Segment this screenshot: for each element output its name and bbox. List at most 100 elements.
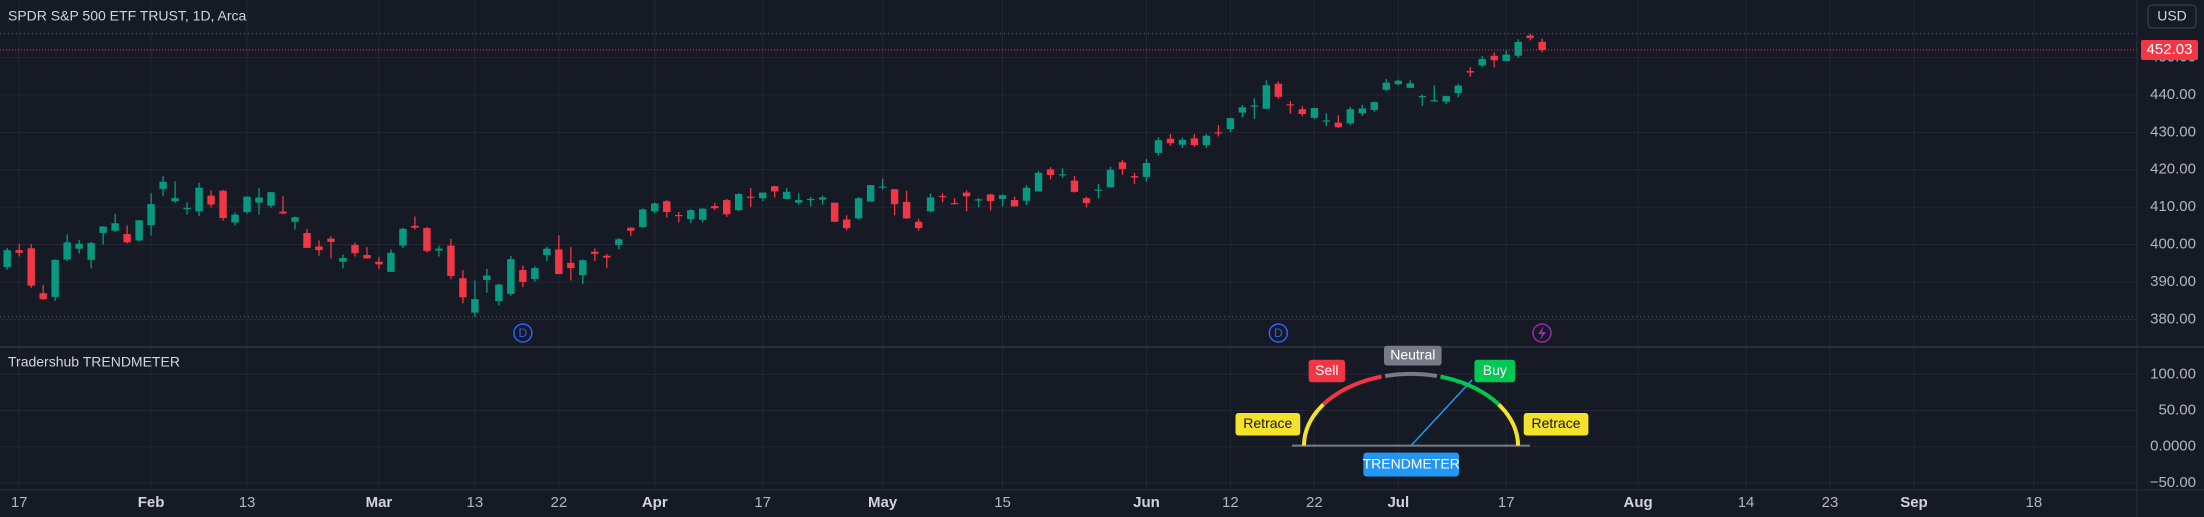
candle-body [1010,200,1019,207]
candle-body [483,275,491,281]
candle-body [123,234,131,243]
candle-body [866,185,875,202]
candle-body [639,209,647,227]
candle-body [3,250,11,267]
candle-body [962,192,971,197]
x-tick-label: Apr [642,494,668,511]
candle-body [1466,71,1474,73]
candle-body [543,248,551,256]
candle-body [339,258,347,262]
candle-body [806,198,815,201]
candle-body [315,246,323,251]
candle-body [63,242,71,260]
candle-body [147,204,155,226]
y-tick-label: 100.00 [2150,365,2196,382]
candle-body [1226,118,1235,130]
candle-body [495,284,503,302]
candle-body [723,200,731,215]
gauge-label: Sell [1315,362,1338,378]
candle-body [1358,108,1367,114]
x-tick-label: 17 [11,494,28,511]
x-tick-label: 22 [550,494,567,511]
gauge-arc [1440,374,1501,406]
candle-body [291,217,299,222]
label-box [1235,413,1301,436]
candle-body [159,181,167,189]
candle-body [1190,138,1199,146]
candle-body [15,250,23,253]
candle-body [1202,135,1211,146]
candle-body [1142,163,1151,177]
candle-body [1430,100,1438,102]
earnings-icon [1532,323,1552,343]
candle-body [782,191,791,199]
candle-body [1490,55,1498,61]
candle-body [1274,83,1283,97]
gauge-arc [1321,374,1382,406]
candle-body [1154,140,1163,153]
event-marker [1268,323,1289,343]
candle-body [1406,83,1414,88]
candle-body [687,210,695,220]
y-tick-label: 440.00 [2150,86,2196,103]
candle-body [507,259,515,294]
candle-body [1046,169,1055,175]
candle-body [171,198,179,202]
candle-body [1502,54,1510,61]
candle-body [758,192,767,199]
candle-body [255,197,263,203]
candle-body [411,225,419,228]
candle-body [1442,96,1450,102]
last-price-label: 452.03 [2147,41,2193,58]
candle-body [27,248,35,286]
y-tick-label: 430.00 [2150,123,2196,140]
candle-body [854,198,863,219]
x-tick-label: 18 [2026,494,2043,511]
candle-body [914,221,923,229]
candle-body [279,211,287,214]
x-tick-label: 15 [994,494,1011,511]
candle-body [1346,109,1355,124]
candle-body [135,220,143,241]
candle-body [447,245,455,276]
x-tick-label: Jun [1133,494,1160,511]
candle-body [1178,139,1187,145]
indicator-title: Tradershub TRENDMETER [8,354,180,370]
candle-body [387,252,395,272]
event-label: D [1274,326,1283,340]
candle-body [555,249,563,275]
candle-body [651,203,659,212]
candle-body [183,207,191,210]
candle-body [1454,85,1462,94]
candle-body [1382,82,1391,90]
candle-body [87,243,95,260]
candle-body [770,186,779,192]
candle-body [938,195,947,198]
labels: 380.00 390.00 400.00 410.00 420.00 430.00 440.… [11,39,2198,511]
candle-body [603,255,611,258]
candle-body [830,202,839,222]
candle-body [39,293,47,300]
candle-body [51,259,59,297]
label-box [1308,359,1346,383]
candle-body [423,228,431,251]
x-tick-label: Aug [1624,494,1653,511]
gauge-label: Buy [1483,362,1507,378]
gauge-arc [1497,403,1520,446]
label-box [1363,452,1459,477]
event-label: D [519,326,528,340]
candle-body [303,232,311,248]
candle-body [998,195,1007,199]
candle-body [950,203,959,205]
x-tick-label: 17 [1498,494,1515,511]
candle-body [75,243,83,249]
candle-body [1022,187,1031,201]
y-tick-label: −50.00 [2150,474,2196,491]
currency-button[interactable] [2147,4,2197,29]
candle-body [842,219,851,229]
gauge-label: Retrace [1243,415,1292,431]
candle-body [111,223,119,231]
candle-body [794,200,803,203]
